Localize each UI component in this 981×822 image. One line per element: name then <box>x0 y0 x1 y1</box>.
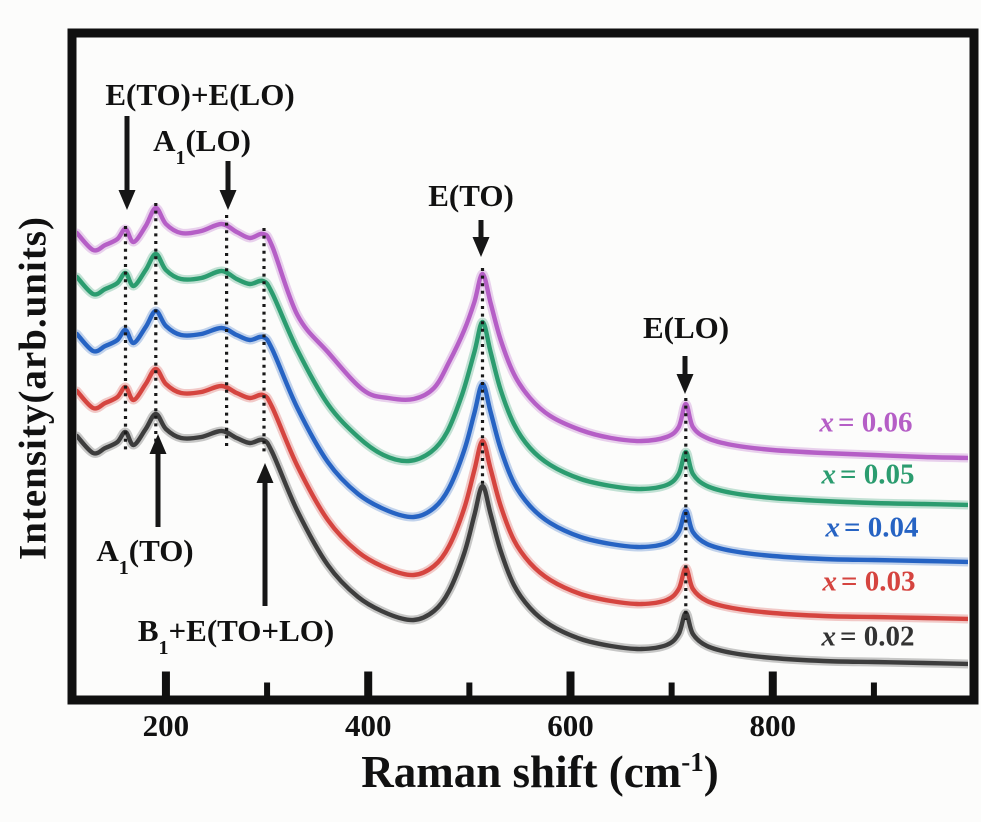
spectra-curves <box>77 203 968 669</box>
mode-b1-plus-e-to-lo-label: B1+E(TO+LO) <box>137 613 335 658</box>
x-axis-title-close: ) <box>703 747 719 797</box>
spectrum-curve-x=0.05 <box>77 249 968 510</box>
plot-frame <box>67 28 979 705</box>
mode-a1-lo-arrow-head <box>219 190 237 210</box>
legend-item-x=0.03: x = 0.03 <box>804 566 934 599</box>
mode-e-lo-arrow-head <box>676 374 694 394</box>
curve-line <box>77 308 968 565</box>
y-axis-title: Intensity(arb.units) <box>11 216 55 560</box>
curve-line <box>77 251 968 508</box>
legend-value: = 0.03 <box>840 565 916 598</box>
label-text: A <box>96 533 119 568</box>
legend-value: = 0.06 <box>837 406 913 439</box>
label-text: +E(TO+LO) <box>168 613 335 648</box>
peak-guides <box>123 203 688 620</box>
spectrum-curve-x=0.06 <box>77 203 968 463</box>
curve-line <box>77 411 968 667</box>
x-tick-label-600: 600 <box>547 708 594 743</box>
mode-e-to-plus-e-lo-label: E(TO)+E(LO) <box>105 77 294 113</box>
curve-line <box>77 205 968 461</box>
legend-item-x=0.06: x = 0.06 <box>801 407 931 440</box>
legend-variable: x <box>822 565 837 598</box>
x-tick-label-200: 200 <box>142 708 190 743</box>
annotation-arrows <box>118 116 694 606</box>
x-tick-label-400: 400 <box>344 708 392 743</box>
curve-line <box>77 366 968 622</box>
legend-variable: x <box>825 511 840 544</box>
x-axis-title-superscript: -1 <box>681 747 704 777</box>
label-text: (TO) <box>128 533 194 568</box>
legend-value: = 0.05 <box>839 458 915 491</box>
mode-a1-to-arrow-head <box>149 434 167 454</box>
mode-e-lo-label: E(LO) <box>643 310 729 346</box>
legend-value: = 0.04 <box>843 511 919 544</box>
legend-item-x=0.04: x = 0.04 <box>807 512 937 545</box>
x-axis-title: Raman shift (cm-1) <box>361 746 718 798</box>
mode-b1-plus-e-to-lo-arrow-head <box>256 463 274 483</box>
mode-a1-to-label: A1(TO) <box>96 533 194 578</box>
label-text: (LO) <box>185 123 251 158</box>
spectrum-curve-x=0.03 <box>77 364 968 624</box>
x-tick-label-800: 800 <box>749 708 797 743</box>
label-text: E(TO)+E(LO) <box>105 77 295 112</box>
legend-item-x=0.05: x = 0.05 <box>803 459 933 492</box>
subscript: 1 <box>158 637 169 660</box>
mode-e-to-plus-e-lo-arrow-head <box>118 190 136 210</box>
label-text: E(LO) <box>642 310 730 345</box>
mode-e-to-arrow-head <box>472 237 490 257</box>
spectrum-curve-x=0.02 <box>77 409 968 669</box>
legend-item-x=0.02: x = 0.02 <box>803 621 933 654</box>
label-text: B <box>137 613 159 648</box>
mode-e-to-label: E(TO) <box>428 178 514 214</box>
x-axis-ticks <box>161 671 877 696</box>
legend-variable: x <box>821 458 836 491</box>
spectrum-curve-x=0.04 <box>77 306 968 567</box>
subscript: 1 <box>118 557 129 580</box>
label-text: A <box>153 123 176 158</box>
subscript: 1 <box>175 147 186 170</box>
label-text: E(TO) <box>428 178 514 213</box>
x-axis-title-text: Raman shift (cm <box>361 747 682 797</box>
legend-value: = 0.02 <box>839 620 915 653</box>
mode-a1-lo-label: A1(LO) <box>153 123 251 168</box>
legend-variable: x <box>819 406 834 439</box>
legend-variable: x <box>821 620 836 653</box>
